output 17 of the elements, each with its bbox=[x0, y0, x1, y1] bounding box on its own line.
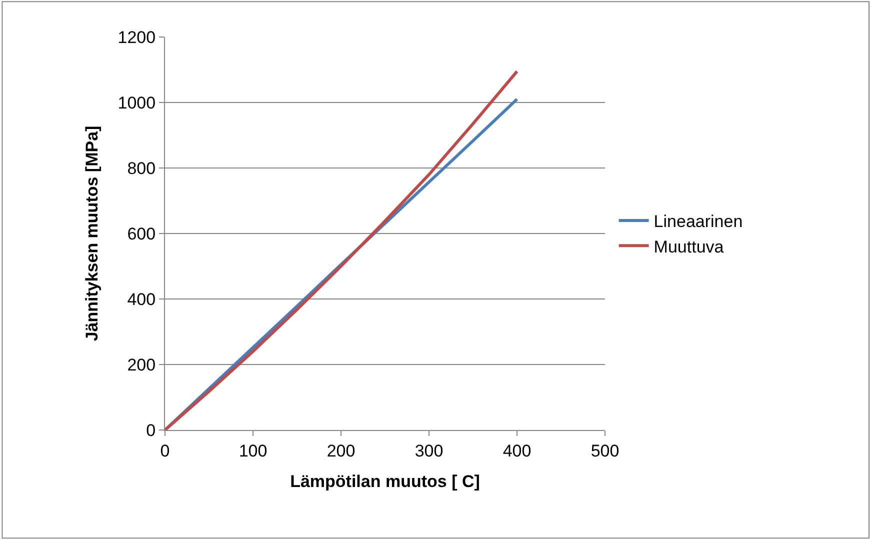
x-axis-title: Lämpötilan muutos [ C] bbox=[290, 472, 480, 491]
x-tick-label: 200 bbox=[326, 441, 356, 460]
y-tick-label: 600 bbox=[127, 224, 156, 244]
y-tick-label: 1000 bbox=[118, 93, 156, 112]
x-tick-label: 400 bbox=[502, 441, 532, 460]
y-tick-label: 1200 bbox=[118, 28, 156, 47]
y-tick-label: 400 bbox=[127, 290, 156, 309]
x-tick-label: 100 bbox=[238, 441, 268, 460]
x-tick-label: 500 bbox=[590, 441, 620, 460]
x-tick-label: 300 bbox=[414, 441, 444, 460]
y-tick-label: 0 bbox=[146, 420, 156, 440]
legend-label: Lineaarinen bbox=[654, 212, 743, 232]
y-tick-label: 200 bbox=[127, 355, 156, 374]
y-axis-title: Jännityksen muutos [MPa] bbox=[82, 126, 102, 342]
legend-label: Muuttuva bbox=[654, 237, 724, 256]
x-tick-label: 0 bbox=[160, 441, 170, 460]
y-tick-label: 800 bbox=[127, 158, 156, 178]
